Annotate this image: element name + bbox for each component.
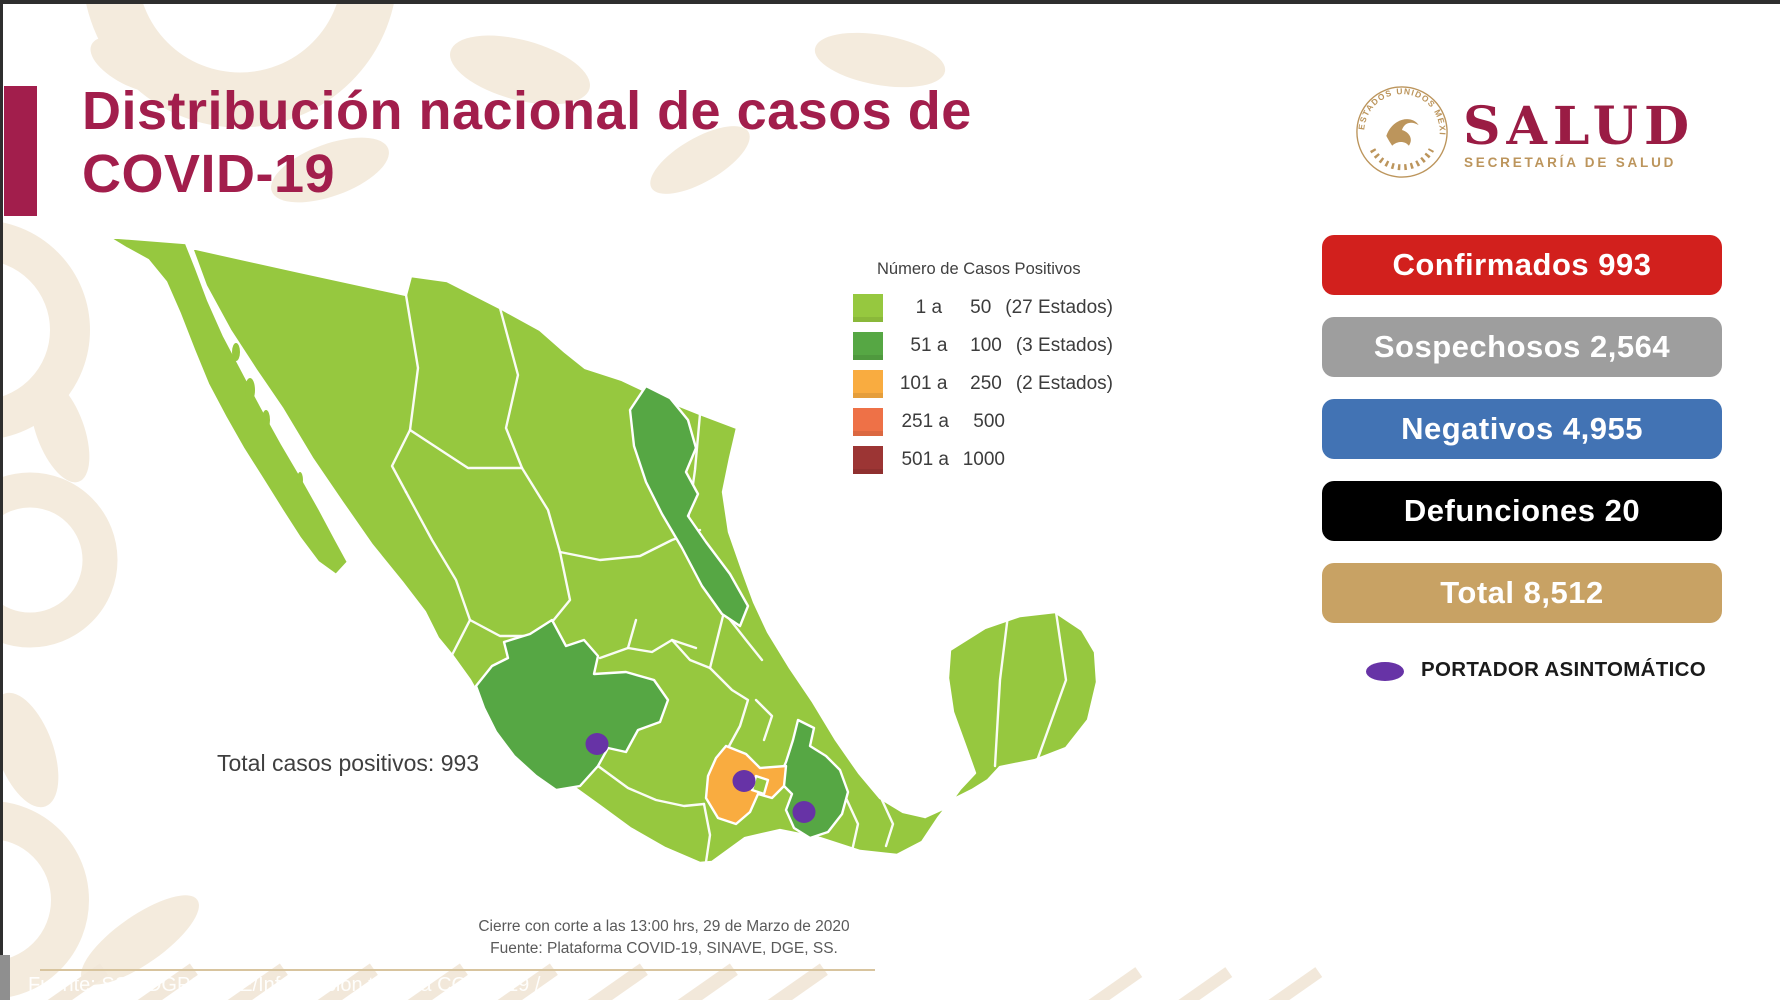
island [297, 472, 303, 488]
asymptomatic-marker [732, 770, 756, 792]
footer-watermark: Fuente: SSA/DGPS/DGE/Información técnica… [28, 974, 541, 996]
island [245, 378, 255, 402]
mexico-coat-of-arms-icon: ESTADOS UNIDOS MEXICANOS [1356, 86, 1448, 178]
total-cases-label: Total casos positivos: 993 [217, 750, 480, 776]
state-nuevo-leon [628, 384, 750, 628]
asymptomatic-marker [792, 801, 816, 823]
mexico-choropleth-map[interactable] [80, 195, 1120, 965]
legend-item: 501 a 1000 [853, 445, 1113, 474]
asymptomatic-key-icon [1366, 662, 1404, 681]
badge-sospechosos: Sospechosos 2,564 [1322, 317, 1722, 377]
logo-wordmark: SALUD [1463, 96, 1696, 157]
mexico-mainland [190, 246, 1099, 865]
asymptomatic-key-label: PORTADOR ASINTOMÁTICO [1421, 658, 1706, 681]
footer-source: Fuente: Plataforma COVID-19, SINAVE, DGE… [490, 940, 838, 957]
page-title-line2: COVID-19 [82, 144, 336, 204]
legend-swatch [853, 407, 883, 436]
page-title-line1: Distribución nacional de casos de [82, 81, 972, 141]
window-corner [0, 955, 10, 1000]
map-legend: Número de Casos Positivos 1 a 50 (27 Est… [853, 260, 1113, 483]
legend-item: 1 a 50 (27 Estados) [853, 293, 1113, 322]
legend-item: 51 a 100 (3 Estados) [853, 331, 1113, 360]
state-jalisco [474, 618, 670, 792]
footer-cutoff: Cierre con corte a las 13:00 hrs, 29 de … [478, 918, 850, 935]
legend-swatch [853, 331, 883, 360]
badge-confirmados: Confirmados 993 [1322, 235, 1722, 295]
legend-swatch [853, 369, 883, 398]
island [232, 343, 240, 361]
legend-item: 251 a 500 [853, 407, 1113, 436]
window-left-edge [0, 0, 3, 1000]
footer-divider [40, 969, 875, 971]
eagle-glyph [1386, 119, 1419, 146]
window-top-edge [0, 0, 1780, 4]
legend-title: Número de Casos Positivos [877, 260, 1081, 278]
island [262, 410, 270, 430]
laurel-wreath [1370, 148, 1434, 171]
legend-swatch [853, 293, 883, 322]
badge-total: Total 8,512 [1322, 563, 1722, 623]
badge-negativos: Negativos 4,955 [1322, 399, 1722, 459]
legend-item: 101 a 250 (2 Estados) [853, 369, 1113, 398]
footer-notes: Cierre con corte a las 13:00 hrs, 29 de … [428, 916, 900, 960]
logo-subtitle: SECRETARÍA DE SALUD [1464, 155, 1677, 170]
state-borders [390, 293, 1068, 864]
title-accent-bar [4, 86, 37, 216]
badge-defunciones: Defunciones 20 [1322, 481, 1722, 541]
legend-swatch [853, 445, 883, 474]
baja-california-peninsula [106, 235, 350, 577]
page-title: Distribución nacional de casos de COVID-… [82, 80, 1182, 206]
asymptomatic-markers [585, 733, 816, 823]
asymptomatic-marker [585, 733, 609, 755]
